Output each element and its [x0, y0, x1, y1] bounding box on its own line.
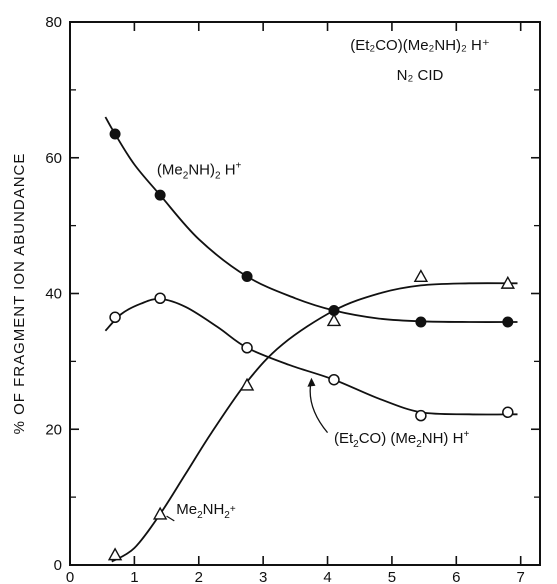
data-point-open-triangle: [107, 547, 123, 561]
data-point-open-circle: [109, 311, 121, 324]
x-tick-label: 2: [195, 569, 203, 584]
axes: [69, 21, 541, 566]
series-curve-0: [104, 116, 518, 323]
labels: 0 1 2 3 4 5 6 7 0 20 40 60 80 % OF FRAGMENT ION ABUND…: [11, 14, 525, 584]
data-point-filled-circle: [241, 271, 253, 283]
x-tick-label: 7: [517, 569, 525, 584]
x-tick-label: 3: [259, 569, 267, 584]
data-point-open-circle: [328, 373, 340, 386]
data-point-open-circle: [415, 409, 427, 422]
y-tick-label: 0: [54, 557, 62, 574]
data-point-open-circle: [502, 406, 514, 419]
x-tick-label: 0: [66, 569, 74, 584]
chart-title-line: (Et₂CO)(Me₂NH)₂ H⁺: [350, 37, 490, 54]
series-label-2: Me2NH2+: [176, 501, 236, 521]
plot-frame: [69, 21, 541, 566]
data-point-filled-circle: [502, 316, 514, 328]
x-tick-label: 6: [452, 569, 460, 584]
x-tick-label: 5: [388, 569, 396, 584]
data-point-filled-circle: [415, 316, 427, 328]
data-point-open-triangle: [152, 506, 168, 520]
markers: [107, 128, 515, 561]
y-tick-label: 80: [45, 14, 62, 31]
y-tick-label: 40: [45, 286, 62, 303]
chart-title-line: N₂ CID: [397, 67, 444, 84]
annotation-arrow-head: [307, 377, 316, 387]
annotation-leader: [166, 515, 175, 522]
x-tick-label: 4: [323, 569, 331, 584]
data-point-open-triangle: [326, 313, 342, 327]
annotations: (Me2NH)2 H+ (Et2CO) (Me2NH) H+ Me2NH2+: [157, 161, 469, 522]
series-curve-1: [104, 297, 518, 416]
series-label-1: (Et2CO) (Me2NH) H+: [334, 429, 469, 450]
y-tick-label: 60: [45, 150, 62, 167]
data-point-open-circle: [154, 292, 166, 305]
data-point-filled-circle: [154, 189, 166, 201]
series-label-0: (Me2NH)2 H+: [157, 161, 242, 182]
annotation-arrow-shaft: [309, 379, 329, 434]
data-point-open-triangle: [239, 377, 255, 391]
y-tick-label: 20: [45, 421, 62, 438]
y-axis-label: % OF FRAGMENT ION ABUNDANCE: [11, 153, 28, 435]
curves: [104, 116, 518, 563]
data-point-filled-circle: [109, 128, 121, 140]
data-point-open-triangle: [500, 275, 515, 289]
data-point-open-triangle: [413, 269, 429, 283]
x-tick-label: 1: [130, 569, 138, 584]
data-point-open-circle: [241, 342, 253, 354]
